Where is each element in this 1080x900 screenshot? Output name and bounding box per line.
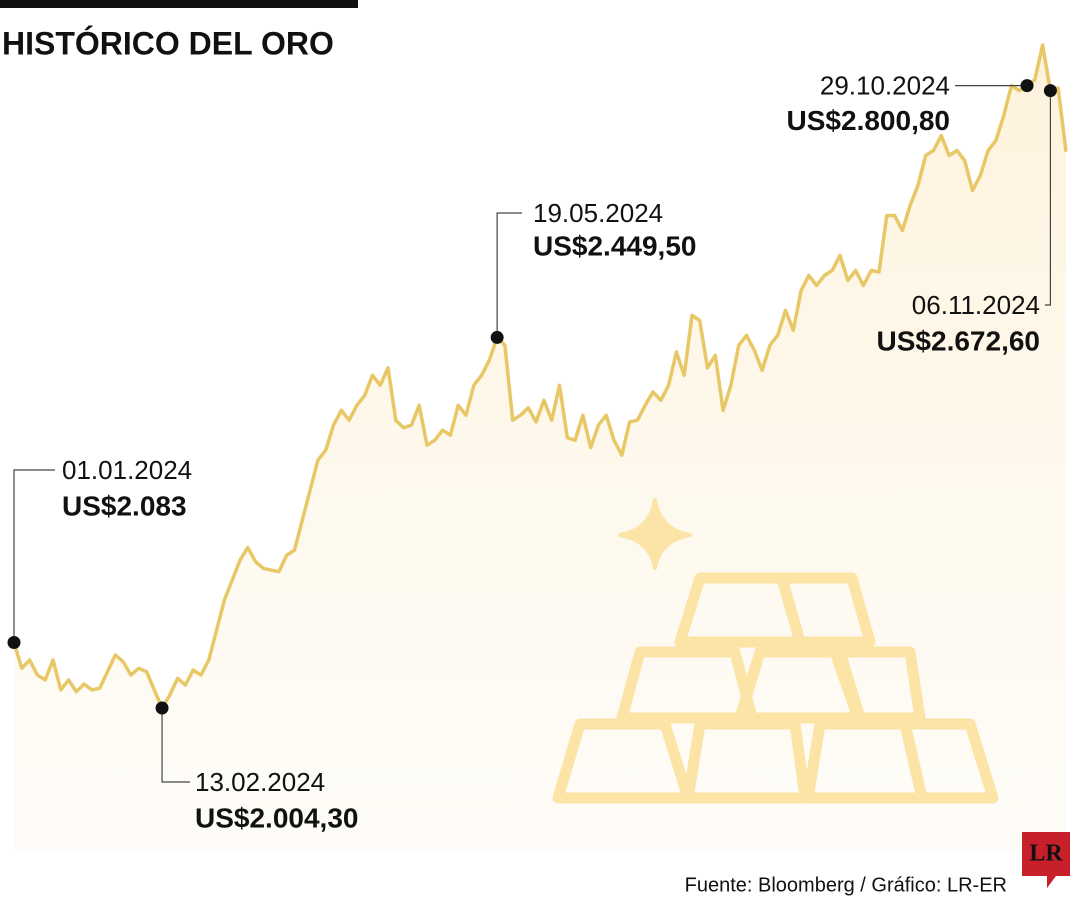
title-bar [0,0,358,8]
gold-bars-icon [552,498,999,804]
point-marker [1043,84,1057,98]
date-label: 29.10.2024 [820,70,950,100]
logo: LR [1029,841,1063,867]
point-marker [155,701,169,715]
date-label: 06.11.2024 [912,290,1040,320]
point-marker [490,330,504,344]
leader-line [161,708,190,783]
point-marker [1020,79,1034,93]
date-label: 19.05.2024 [533,198,663,228]
leader-line [13,469,55,643]
date-label: 13.02.2024 [195,767,325,797]
value-label: US$2.004,30 [195,802,358,833]
leader-line [1045,90,1052,306]
leader-line [496,212,522,338]
price-line [12,43,1068,710]
chart-title: HISTÓRICO DEL ORO [2,25,334,61]
date-label: 01.01.2024 [62,455,192,485]
source-note: Fuente: Bloomberg / Gráfico: LR-ER [685,874,1007,896]
value-label: US$2.800,80 [787,105,950,136]
point-marker [7,635,21,649]
logo-box [1022,832,1070,888]
value-label: US$2.083 [62,490,187,521]
value-label: US$2.449,50 [533,230,696,261]
value-label: US$2.672,60 [877,325,1040,356]
